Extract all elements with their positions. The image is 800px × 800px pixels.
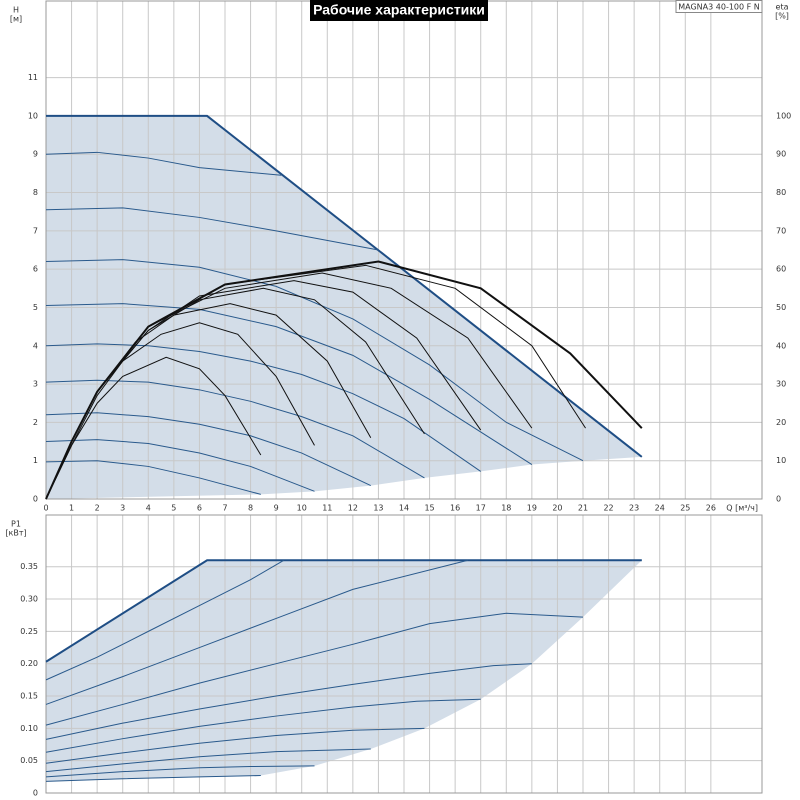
performance-curve [45, 698, 481, 753]
x-tick-label: 3 [120, 504, 125, 513]
x-tick-label: 5 [171, 504, 176, 513]
y-tick-label: 1 [33, 456, 38, 465]
y-tick-label: 10 [28, 111, 38, 120]
x-tick-label: 8 [248, 504, 253, 513]
y-axis-label: P1 [11, 520, 21, 529]
y-tick-label: 8 [33, 188, 38, 197]
x-tick-label: 9 [274, 504, 279, 513]
y-tick-label: 0.25 [20, 627, 38, 636]
y-tick-label: 0.35 [20, 562, 38, 571]
y-tick-label: 2 [33, 418, 38, 427]
x-tick-label: 0 [43, 504, 48, 513]
y-tick-label: 3 [33, 380, 38, 389]
y-tick-label: 6 [33, 265, 38, 274]
x-tick-label: 25 [680, 504, 690, 513]
performance-curve [45, 259, 584, 462]
y-tick-label: 0.05 [20, 756, 38, 765]
y-axis-unit: [кВт] [5, 529, 26, 538]
y-tick-label: 9 [33, 150, 38, 159]
performance-curve [45, 612, 584, 726]
model-box [675, 0, 763, 13]
performance-curve [45, 559, 285, 681]
y2-axis-label: eta [776, 3, 789, 12]
chart-title: Рабочие характеристики [313, 2, 485, 18]
y-tick-label: 0 [33, 495, 38, 504]
model-label: MAGNA3 40-100 F N [678, 3, 760, 12]
y2-tick-label: 60 [776, 265, 786, 274]
performance-curve [45, 343, 481, 472]
y2-tick-label: 20 [776, 418, 786, 427]
efficiency-curve [45, 322, 315, 500]
x-tick-label: 4 [146, 504, 151, 513]
x-tick-label: 14 [399, 504, 409, 513]
performance-curve [46, 114, 643, 458]
y-tick-label: 0.30 [20, 595, 38, 604]
x-tick-label: 21 [578, 504, 588, 513]
performance-curve [45, 775, 261, 782]
y-tick-label: 7 [33, 226, 38, 235]
performance-curve [45, 727, 425, 764]
x-tick-label: 6 [197, 504, 202, 513]
y2-tick-label: 30 [776, 380, 786, 389]
x-tick-label: 18 [501, 504, 511, 513]
y-tick-label: 11 [28, 73, 38, 82]
performance-curve [45, 207, 379, 251]
x-tick-label: 1 [69, 504, 74, 513]
y2-tick-label: 100 [776, 111, 791, 120]
x-axis-label: Q [м³/ч] [726, 504, 758, 513]
x-tick-label: 2 [95, 504, 100, 513]
x-tick-label: 10 [297, 504, 307, 513]
y-tick-label: 5 [33, 303, 38, 312]
y2-tick-label: 50 [776, 303, 786, 312]
performance-curve [45, 559, 469, 705]
y2-axis-unit: [%] [775, 12, 789, 21]
performance-curve [45, 559, 642, 663]
performance-curve [45, 748, 371, 773]
x-tick-label: 12 [348, 504, 358, 513]
x-tick-label: 26 [706, 504, 716, 513]
performance-curve [45, 460, 261, 495]
y2-tick-label: 40 [776, 341, 786, 350]
y-axis-label: H [13, 6, 19, 15]
x-tick-label: 13 [373, 504, 383, 513]
performance-curve [45, 412, 371, 487]
plot-frame [45, 514, 763, 794]
y-axis-unit: [м] [10, 15, 22, 24]
x-tick-label: 20 [552, 504, 562, 513]
y-tick-label: 0.20 [20, 659, 38, 668]
y-tick-label: 0.10 [20, 724, 38, 733]
y-tick-label: 4 [33, 341, 38, 350]
y2-tick-label: 80 [776, 188, 786, 197]
y2-tick-label: 90 [776, 150, 786, 159]
x-tick-label: 7 [222, 504, 227, 513]
x-tick-label: 17 [476, 504, 486, 513]
performance-curve [45, 765, 315, 778]
y-tick-label: 0 [33, 789, 38, 798]
performance-curve [45, 439, 315, 492]
x-tick-label: 11 [322, 504, 332, 513]
x-tick-label: 19 [527, 504, 537, 513]
y-tick-label: 0.15 [20, 692, 38, 701]
efficiency-curve [45, 356, 262, 500]
efficiency-curve [45, 260, 643, 500]
y2-tick-label: 10 [776, 456, 786, 465]
y2-tick-label: 0 [776, 495, 781, 504]
x-tick-label: 24 [655, 504, 665, 513]
y2-tick-label: 70 [776, 226, 786, 235]
x-tick-label: 23 [629, 504, 639, 513]
title-box [310, 0, 488, 21]
performance-curve [45, 303, 533, 465]
performance-curve [45, 151, 282, 176]
performance-curve [45, 663, 532, 740]
x-tick-label: 15 [424, 504, 434, 513]
x-tick-label: 22 [603, 504, 613, 513]
x-tick-label: 16 [450, 504, 460, 513]
